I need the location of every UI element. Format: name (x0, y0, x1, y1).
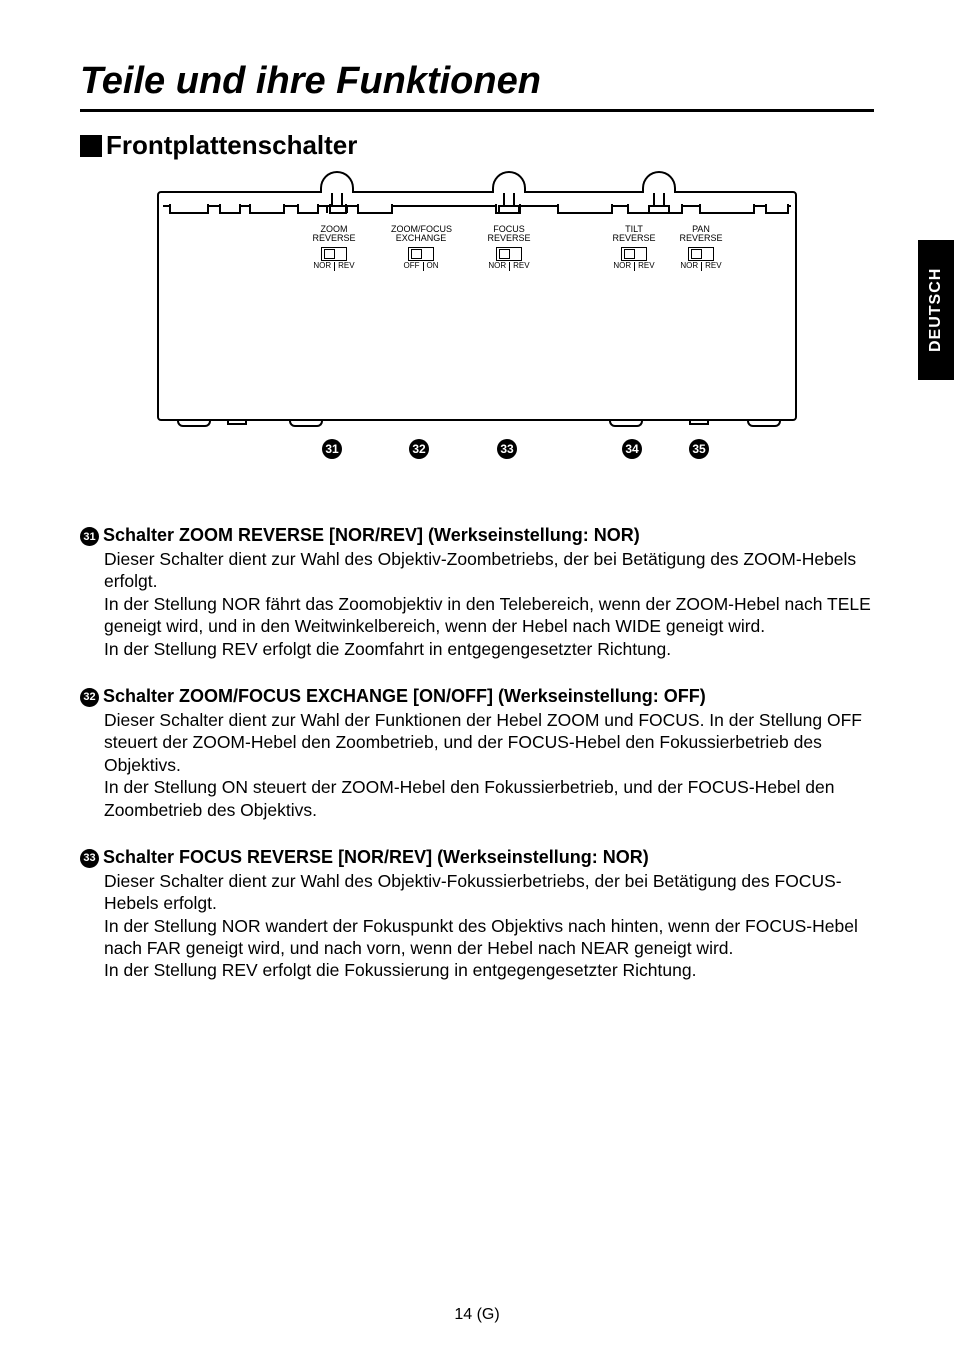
control-knob-icon (320, 171, 354, 213)
switch-33: FOCUSREVERSENORREV (479, 225, 539, 271)
section-title: Schalter ZOOM/FOCUS EXCHANGE [ON/OFF] (W… (103, 686, 706, 707)
panel-notch (169, 204, 209, 214)
description-section-31: 31Schalter ZOOM REVERSE [NOR/REV] (Werks… (80, 525, 874, 660)
paragraph: Dieser Schalter dient zur Wahl der Funkt… (104, 709, 874, 776)
description-section-33: 33Schalter FOCUS REVERSE [NOR/REV] (Werk… (80, 847, 874, 982)
callout-number: 31 (322, 439, 342, 459)
paragraph: In der Stellung REV erfolgt die Zoomfahr… (104, 638, 874, 660)
switch-label-bottom: EXCHANGE (391, 234, 451, 243)
switch-34: TILTREVERSENORREV (604, 225, 664, 271)
panel-notch (557, 204, 613, 214)
switch-box-icon (621, 247, 647, 261)
switch-31: ZOOMREVERSENORREV (304, 225, 364, 271)
callout-32: 32 (409, 439, 429, 459)
description-section-32: 32Schalter ZOOM/FOCUS EXCHANGE [ON/OFF] … (80, 686, 874, 821)
paragraph: Dieser Schalter dient zur Wahl des Objek… (104, 548, 874, 593)
panel-bottom-notch (227, 419, 247, 425)
switch-32: ZOOM/FOCUSEXCHANGEOFFON (391, 225, 451, 271)
switch-label-bottom: REVERSE (671, 234, 731, 243)
section-head: 33Schalter FOCUS REVERSE [NOR/REV] (Werk… (80, 847, 874, 868)
subtitle-row: Frontplattenschalter (80, 130, 874, 161)
switch-label-bottom: REVERSE (304, 234, 364, 243)
paragraph: In der Stellung REV erfolgt die Fokussie… (104, 959, 874, 981)
section-number-badge: 31 (80, 527, 99, 546)
square-bullet-icon (80, 135, 102, 157)
switch-box-icon (408, 247, 434, 261)
panel-notch (357, 204, 393, 214)
section-head: 32Schalter ZOOM/FOCUS EXCHANGE [ON/OFF] … (80, 686, 874, 707)
panel-foot-icon (177, 419, 211, 427)
control-knob-icon (642, 171, 676, 213)
panel-foot-icon (289, 419, 323, 427)
switch-35: PANREVERSENORREV (671, 225, 731, 271)
switch-positions: NORREV (604, 262, 664, 271)
panel-foot-icon (609, 419, 643, 427)
callout-34: 34 (622, 439, 642, 459)
callout-35: 35 (689, 439, 709, 459)
page-number: 14 (G) (0, 1306, 954, 1324)
paragraph: In der Stellung NOR wandert der Fokuspun… (104, 915, 874, 960)
panel-notch (699, 204, 755, 214)
switch-box-icon (496, 247, 522, 261)
panel-notch (765, 204, 789, 214)
section-head: 31Schalter ZOOM REVERSE [NOR/REV] (Werks… (80, 525, 874, 546)
section-number-badge: 33 (80, 849, 99, 868)
switch-positions: NORREV (479, 262, 539, 271)
switch-positions: OFFON (391, 262, 451, 271)
control-knob-icon (492, 171, 526, 213)
section-title: Schalter ZOOM REVERSE [NOR/REV] (Werksei… (103, 525, 640, 546)
section-body: Dieser Schalter dient zur Wahl des Objek… (104, 548, 874, 660)
section-number-badge: 32 (80, 688, 99, 707)
callout-number: 33 (497, 439, 517, 459)
switch-positions: NORREV (671, 262, 731, 271)
front-panel-diagram: ZOOMREVERSENORREVZOOM/FOCUSEXCHANGEOFFON… (157, 191, 797, 475)
paragraph: In der Stellung ON steuert der ZOOM-Hebe… (104, 776, 874, 821)
switch-positions: NORREV (304, 262, 364, 271)
paragraph: Dieser Schalter dient zur Wahl des Objek… (104, 870, 874, 915)
switch-label-bottom: REVERSE (479, 234, 539, 243)
panel-notch (249, 204, 285, 214)
switch-box-icon (688, 247, 714, 261)
page-title: Teile und ihre Funktionen (80, 60, 874, 103)
section-title: Schalter FOCUS REVERSE [NOR/REV] (Werkse… (103, 847, 649, 868)
section-body: Dieser Schalter dient zur Wahl der Funkt… (104, 709, 874, 821)
title-underline (80, 109, 874, 112)
callout-number: 32 (409, 439, 429, 459)
callout-33: 33 (497, 439, 517, 459)
panel-foot-icon (747, 419, 781, 427)
callout-31: 31 (322, 439, 342, 459)
section-heading: Frontplattenschalter (106, 130, 357, 161)
callout-number: 35 (689, 439, 709, 459)
language-tab: DEUTSCH (918, 240, 954, 380)
paragraph: In der Stellung NOR fährt das Zoomobjekt… (104, 593, 874, 638)
callout-number: 34 (622, 439, 642, 459)
section-body: Dieser Schalter dient zur Wahl des Objek… (104, 870, 874, 982)
panel-bottom-notch (689, 419, 709, 425)
diagram-container: ZOOMREVERSENORREVZOOM/FOCUSEXCHANGEOFFON… (80, 191, 874, 475)
switch-label-bottom: REVERSE (604, 234, 664, 243)
switch-box-icon (321, 247, 347, 261)
panel-notch (297, 204, 319, 214)
panel-notch (219, 204, 241, 214)
